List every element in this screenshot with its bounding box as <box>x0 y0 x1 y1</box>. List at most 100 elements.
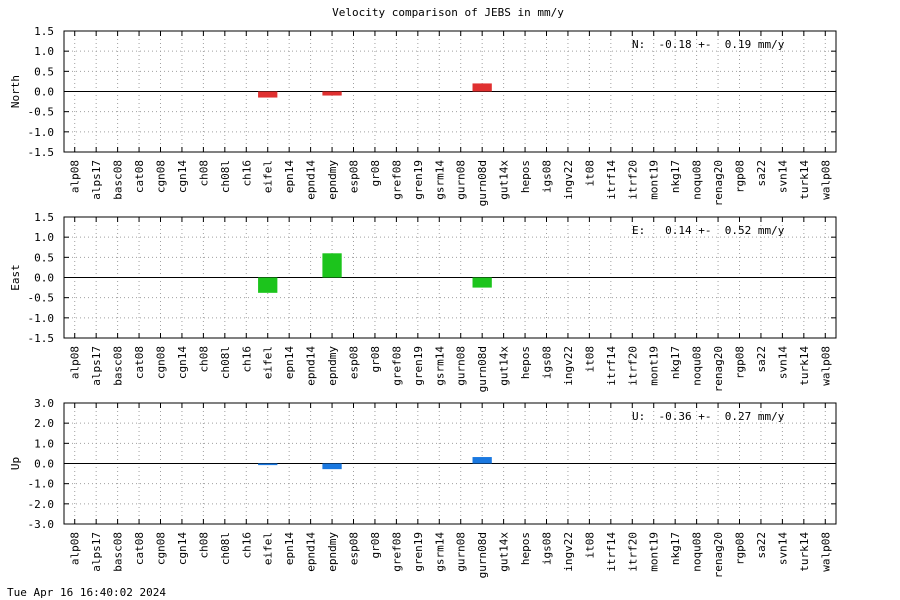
x-tick-label: gren19 <box>412 346 425 386</box>
x-tick-label: hepos <box>519 160 532 193</box>
x-tick-label: igs08 <box>541 160 554 193</box>
bar-epndmy <box>322 463 342 470</box>
x-tick-label: gurn08 <box>455 346 468 386</box>
y-axis-label: North <box>9 75 22 108</box>
y-tick-label: -1.5 <box>28 332 55 345</box>
y-tick-label: 0.5 <box>34 65 54 78</box>
x-tick-label: renag20 <box>712 160 725 206</box>
y-tick-label: -1.0 <box>28 126 55 139</box>
x-tick-label: alps17 <box>90 346 103 386</box>
x-tick-label: gr08 <box>369 160 382 187</box>
x-tick-label: turk14 <box>798 160 811 200</box>
x-tick-label: gren19 <box>412 532 425 572</box>
x-tick-label: renag20 <box>712 346 725 392</box>
y-tick-label: 1.5 <box>34 25 54 38</box>
x-tick-label: eifel <box>262 532 275 565</box>
x-tick-label: ch16 <box>240 160 253 187</box>
plot-frame <box>63 30 837 153</box>
y-tick-label: -1.0 <box>28 312 55 325</box>
x-tick-label: cgn14 <box>176 160 189 193</box>
x-tick-label: ch08 <box>197 532 210 559</box>
x-tick-label: cgn14 <box>176 346 189 379</box>
panel-up: 3.0 2.0 1.0 0.0 -1.0 -2.0 -3.0 Up U: -0.36 +- 0.… <box>9 397 837 578</box>
x-tick-label: cgn08 <box>155 346 168 379</box>
x-tick-label: igs08 <box>541 532 554 565</box>
x-tick-label: rgp08 <box>734 160 747 193</box>
bar-gurn08d <box>472 457 492 464</box>
x-tick-label: epn14 <box>283 346 296 379</box>
y-tick-label: 0.0 <box>34 86 54 99</box>
x-tick-label: itrf20 <box>626 160 639 200</box>
x-tick-label: turk14 <box>798 532 811 572</box>
y-tick-label: 1.5 <box>34 211 54 224</box>
x-tick-label: svn14 <box>776 532 789 565</box>
x-tick-label: ch16 <box>240 346 253 373</box>
x-tick-label: epnd14 <box>305 532 318 572</box>
x-tick-label: gr08 <box>369 346 382 373</box>
x-tick-label: gren19 <box>412 160 425 200</box>
x-tick-label: cat08 <box>133 532 146 565</box>
x-tick-label: it08 <box>583 346 596 373</box>
x-tick-label: ingv22 <box>562 160 575 200</box>
x-tick-label: rgp08 <box>734 532 747 565</box>
panel-north: 1.5 1.0 0.5 0.0 -0.5 -1.0 -1.5 North N: -0.18 +-… <box>9 25 837 206</box>
x-tick-label: it08 <box>583 160 596 187</box>
x-tick-label: renag20 <box>712 532 725 578</box>
chart-title: Velocity comparison of JEBS in mm/y <box>332 6 564 19</box>
x-tick-label: basc08 <box>112 346 125 386</box>
x-tick-label: sa22 <box>755 532 768 559</box>
x-tick-label: gurn08 <box>455 160 468 200</box>
bar-gurn08d <box>472 277 492 288</box>
x-tick-label: itrf14 <box>605 532 618 572</box>
x-tick-label: igs08 <box>541 346 554 379</box>
x-tick-label: noqu08 <box>691 160 704 200</box>
timestamp: Tue Apr 16 16:40:02 2024 <box>7 586 166 599</box>
x-tick-label: eifel <box>262 160 275 193</box>
x-tick-label: itrf20 <box>626 346 639 386</box>
x-tick-label: gut14x <box>498 160 511 200</box>
plot-frame <box>63 402 837 525</box>
y-tick-label: 1.0 <box>34 437 54 450</box>
stat-annotation: U: -0.36 +- 0.27 mm/y <box>632 410 785 423</box>
x-tick-label: ch16 <box>240 532 253 559</box>
x-tick-label: esp08 <box>348 532 361 565</box>
x-tick-label: it08 <box>583 532 596 559</box>
x-tick-label: gref08 <box>390 532 403 572</box>
x-tick-label: eifel <box>262 346 275 379</box>
x-tick-label: itrf14 <box>605 346 618 386</box>
x-tick-label: epn14 <box>283 160 296 193</box>
x-tick-label: alps17 <box>90 532 103 572</box>
x-tick-label: walp08 <box>819 160 832 200</box>
y-axis-label: Up <box>9 457 22 470</box>
x-tick-label: sa22 <box>755 160 768 187</box>
x-tick-label: nkg17 <box>669 160 682 193</box>
y-tick-label: 0.0 <box>34 272 54 285</box>
stat-annotation: E: 0.14 +- 0.52 mm/y <box>632 224 785 237</box>
bar-eifel <box>258 463 278 466</box>
x-tick-label: gurn08d <box>476 346 489 392</box>
y-tick-label: -2.0 <box>28 498 55 511</box>
x-tick-label: cgn14 <box>176 532 189 565</box>
bar-gurn08d <box>472 83 492 92</box>
x-tick-label: esp08 <box>348 346 361 379</box>
x-tick-label: epndmy <box>326 160 339 200</box>
x-tick-label: ch08 <box>197 346 210 373</box>
y-tick-label: -1.5 <box>28 146 55 159</box>
x-tick-label: walp08 <box>819 532 832 572</box>
y-tick-label: -0.5 <box>28 106 55 119</box>
x-tick-label: sa22 <box>755 346 768 373</box>
x-tick-label: hepos <box>519 532 532 565</box>
y-tick-label: 0.0 <box>34 458 54 471</box>
x-tick-label: gut14x <box>498 532 511 572</box>
x-tick-label: ch08l <box>219 532 232 565</box>
x-tick-label: svn14 <box>776 160 789 193</box>
x-tick-label: epnd14 <box>305 346 318 386</box>
x-tick-label: gref08 <box>390 346 403 386</box>
plot-frame <box>63 216 837 339</box>
bar-eifel <box>258 91 278 98</box>
x-tick-label: cgn08 <box>155 532 168 565</box>
x-tick-label: gref08 <box>390 160 403 200</box>
bar-epndmy <box>322 253 342 278</box>
x-tick-label: cgn08 <box>155 160 168 193</box>
